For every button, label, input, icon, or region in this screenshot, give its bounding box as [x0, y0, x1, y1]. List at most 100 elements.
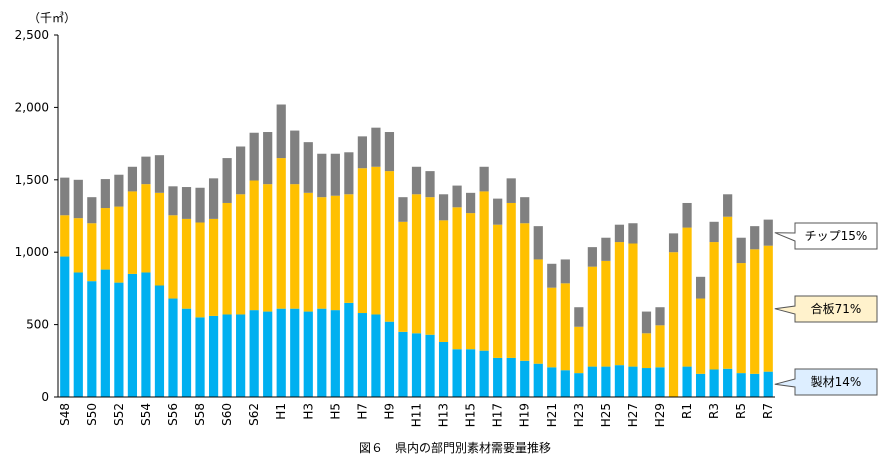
bar-gouhan-H9 — [384, 171, 395, 322]
bar-chip-S60 — [222, 158, 232, 203]
bar-chip-H13 — [438, 194, 449, 221]
bar-seizai-H14 — [452, 349, 462, 397]
x-tick-label: H1 — [274, 403, 288, 420]
bar-seizai-S48 — [60, 256, 70, 397]
x-tick-label: H17 — [491, 403, 505, 427]
bar-seizai-R4 — [723, 368, 733, 397]
bar-gouhan-H5 — [330, 195, 340, 311]
bar-gouhan-H26 — [614, 242, 625, 366]
bar-chip-S59 — [208, 178, 219, 219]
callout-seizai — [774, 368, 878, 396]
bar-chip-H10 — [398, 197, 408, 222]
bar-seizai-S49 — [73, 272, 83, 397]
bar-gouhan-R6 — [750, 249, 760, 374]
x-tick-label: S62 — [247, 403, 261, 426]
bar-gouhan-S59 — [208, 218, 219, 316]
x-tick-label: R3 — [707, 403, 721, 419]
bar-gouhan-H11 — [411, 194, 422, 334]
bar-gouhan-H18 — [506, 202, 516, 358]
bar-gouhan-S53 — [127, 191, 138, 274]
bar-chip-H4 — [317, 153, 327, 198]
bar-chip-H23 — [574, 307, 584, 327]
bar-chip-S49 — [73, 179, 83, 219]
bar-chip-S58 — [195, 187, 205, 223]
bar-chip-S48 — [60, 177, 70, 216]
bar-chip-H21 — [547, 263, 557, 288]
y-tick-label: 1,500 — [15, 173, 49, 187]
bar-gouhan-H22 — [560, 283, 570, 371]
callout-gouhan-label: 合板71% — [811, 301, 862, 316]
bar-chip-H27 — [628, 223, 638, 244]
bar-gouhan-H24 — [587, 266, 597, 367]
bar-chip-H25 — [601, 237, 611, 261]
x-tick-label: S60 — [220, 403, 234, 426]
y-tick-label: 1,000 — [15, 245, 49, 259]
bar-gouhan-H4 — [317, 197, 327, 309]
bar-chip-H24 — [587, 247, 597, 267]
bar-gouhan-S52 — [114, 206, 124, 283]
bar-seizai-H1 — [276, 308, 286, 397]
bar-seizai-H21 — [547, 367, 557, 397]
bar-gouhan-H21 — [547, 287, 557, 368]
bar-chip-H22 — [560, 259, 570, 284]
bar-seizai-S52 — [114, 282, 124, 397]
bar-seizai-H22 — [560, 370, 570, 397]
bar-gouhan-H20 — [533, 259, 543, 364]
bar-gouhan-H23 — [574, 326, 584, 374]
x-tick-label: H7 — [355, 403, 369, 420]
callout-chip-label: チップ15% — [805, 229, 868, 243]
bar-chip-H5 — [330, 153, 340, 196]
bar-seizai-S54 — [141, 272, 151, 397]
bar-chip-H28 — [641, 311, 652, 334]
bar-chip-H20 — [533, 226, 543, 260]
bar-gouhan-R4 — [723, 216, 733, 369]
bar-chip-H1 — [276, 104, 286, 159]
bar-seizai-H17 — [493, 357, 503, 397]
bar-seizai-H13 — [438, 341, 449, 397]
bar-chip-H18 — [506, 178, 516, 203]
bar-gouhan-S62 — [249, 180, 259, 311]
bar-seizai-S53 — [127, 273, 138, 397]
bar-chip-R6 — [750, 226, 760, 250]
bar-gouhan-H15 — [466, 213, 476, 350]
x-tick-label: R5 — [734, 403, 748, 419]
x-tick-label: H13 — [437, 403, 451, 427]
bar-seizai-H11 — [411, 333, 422, 397]
bar-seizai-H24 — [587, 366, 597, 397]
bar-gouhan-S63 — [263, 184, 273, 312]
x-tick-label: H23 — [572, 403, 586, 427]
bar-chip-R4 — [723, 194, 733, 217]
bar-seizai-S51 — [100, 269, 110, 397]
bar-chip-H14 — [452, 185, 462, 208]
bar-seizai-H16 — [479, 350, 489, 397]
x-tick-label: S54 — [139, 403, 153, 426]
x-tick-label: R1 — [680, 403, 694, 419]
bar-gouhan-S56 — [168, 215, 178, 299]
bar-seizai-H19 — [520, 360, 530, 397]
bar-seizai-H2 — [290, 308, 300, 397]
bar-gouhan-S54 — [141, 184, 151, 273]
y-tick-label: 0 — [41, 390, 49, 404]
bar-gouhan-R1 — [682, 227, 692, 367]
callout-seizai-label: 製材14% — [811, 375, 862, 389]
bar-chip-H8 — [371, 127, 381, 167]
x-tick-label: H15 — [464, 403, 478, 427]
bar-chip-H7 — [357, 136, 367, 169]
bar-seizai-S50 — [87, 281, 97, 397]
bar-seizai-S59 — [208, 315, 219, 397]
bar-gouhan-S61 — [236, 194, 246, 315]
bar-gouhan-S58 — [195, 222, 205, 318]
bar-chip-S56 — [168, 186, 178, 216]
bar-chip-S50 — [87, 197, 97, 224]
bar-chip-H9 — [384, 132, 395, 172]
bar-gouhan-R2 — [695, 298, 706, 374]
bar-seizai-H4 — [317, 308, 327, 397]
bar-seizai-R7 — [763, 371, 773, 397]
bar-seizai-S63 — [263, 311, 273, 397]
bar-seizai-S56 — [168, 298, 178, 397]
bar-seizai-H20 — [533, 363, 543, 397]
bar-chip-H26 — [614, 224, 625, 243]
bar-gouhan-H2 — [290, 184, 300, 309]
bar-chip-R3 — [709, 221, 719, 243]
bar-seizai-H3 — [303, 311, 313, 397]
